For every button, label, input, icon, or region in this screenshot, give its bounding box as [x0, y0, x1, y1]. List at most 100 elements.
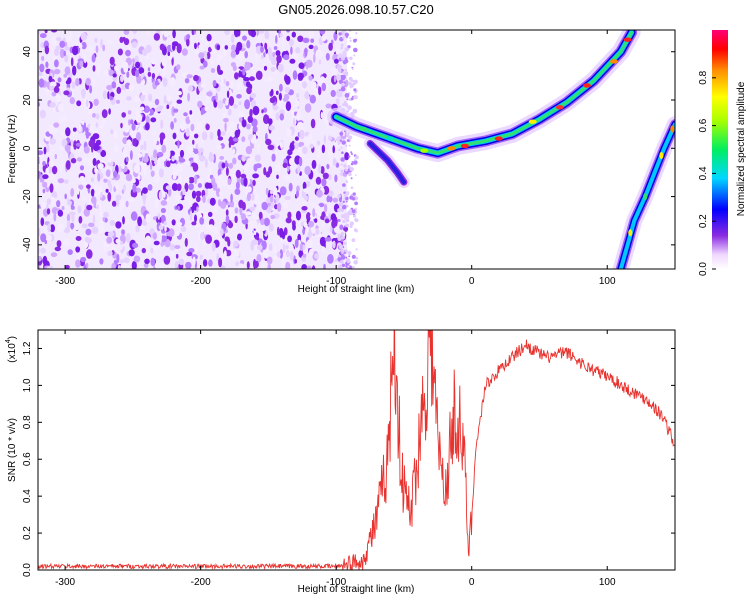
noise-speck	[90, 188, 95, 197]
noise-speck	[80, 88, 86, 97]
noise-speck	[38, 95, 41, 103]
noise-speck	[175, 221, 183, 227]
noise-speck	[217, 136, 224, 141]
noise-speck	[330, 89, 336, 98]
noise-speck	[85, 228, 92, 236]
noise-edge-speck	[344, 249, 348, 253]
noise-speck	[327, 254, 334, 264]
noise-speck	[236, 41, 243, 52]
noise-speck	[310, 81, 317, 91]
noise-speck	[67, 249, 73, 256]
noise-speck	[56, 223, 63, 232]
noise-speck	[53, 86, 60, 93]
noise-speck	[127, 119, 131, 126]
noise-edge-speck	[340, 163, 343, 166]
noise-speck	[318, 86, 322, 96]
noise-speck	[277, 63, 284, 73]
noise-speck	[281, 231, 286, 240]
noise-speck	[306, 180, 311, 188]
noise-speck	[275, 35, 278, 44]
noise-speck	[332, 145, 336, 154]
noise-speck	[48, 46, 53, 51]
noise-speck	[328, 42, 333, 51]
noise-speck	[56, 200, 61, 208]
noise-speck	[95, 122, 99, 128]
noise-edge-speck	[354, 201, 358, 206]
noise-speck	[185, 116, 191, 125]
noise-speck	[238, 117, 243, 123]
y-tick-label: 0.0	[22, 563, 33, 577]
noise-speck	[200, 83, 207, 88]
noise-edge-speck	[353, 47, 358, 53]
noise-speck	[282, 243, 286, 254]
noise-speck	[320, 218, 326, 228]
noise-speck	[308, 44, 314, 50]
x-tick-label: -200	[191, 276, 211, 287]
noise-speck	[294, 136, 299, 141]
noise-speck	[131, 178, 136, 184]
noise-speck	[236, 94, 242, 99]
noise-speck	[198, 44, 204, 50]
noise-edge-speck	[349, 167, 354, 172]
noise-speck	[306, 239, 313, 249]
noise-edge-speck	[351, 254, 356, 259]
noise-speck	[252, 179, 256, 186]
noise-speck	[245, 81, 251, 88]
noise-speck	[249, 206, 256, 212]
noise-speck	[131, 190, 138, 198]
noise-speck	[246, 123, 251, 130]
noise-speck	[132, 242, 139, 249]
noise-speck	[64, 193, 67, 200]
noise-speck	[135, 61, 141, 69]
noise-speck	[171, 183, 178, 191]
noise-speck	[135, 69, 140, 78]
noise-speck	[264, 42, 268, 50]
noise-speck	[161, 144, 167, 153]
noise-speck	[174, 245, 181, 249]
noise-speck	[317, 154, 321, 159]
noise-speck	[328, 190, 334, 197]
noise-speck	[125, 200, 129, 208]
noise-speck	[40, 247, 46, 254]
noise-speck	[221, 43, 225, 49]
noise-speck	[264, 30, 270, 40]
noise-speck	[227, 184, 234, 189]
noise-speck	[231, 254, 235, 261]
noise-speck	[235, 181, 240, 190]
noise-speck	[200, 232, 205, 241]
noise-edge-speck	[341, 249, 345, 253]
noise-speck	[76, 187, 80, 196]
noise-edge-speck	[341, 82, 345, 87]
noise-speck	[228, 137, 234, 143]
noise-speck	[95, 113, 100, 120]
noise-speck	[204, 211, 208, 219]
noise-speck	[304, 103, 312, 113]
noise-speck	[150, 170, 155, 177]
noise-speck	[245, 61, 251, 71]
noise-speck	[198, 52, 205, 59]
noise-speck	[255, 195, 260, 203]
spectral-peak	[610, 59, 618, 64]
noise-speck	[263, 52, 266, 58]
noise-speck	[306, 265, 312, 269]
noise-speck	[273, 187, 278, 196]
noise-speck	[323, 263, 326, 269]
noise-speck	[49, 183, 54, 193]
noise-speck	[232, 148, 236, 155]
noise-speck	[223, 47, 227, 56]
noise-speck	[294, 259, 298, 264]
noise-speck	[288, 157, 294, 166]
noise-speck	[137, 153, 143, 158]
noise-speck	[92, 214, 96, 224]
noise-speck	[88, 222, 95, 228]
noise-speck	[257, 244, 263, 251]
noise-edge-speck	[343, 191, 346, 194]
noise-speck	[70, 223, 74, 230]
noise-speck	[293, 142, 299, 150]
noise-edge-speck	[341, 140, 346, 145]
noise-speck	[59, 40, 66, 48]
noise-speck	[107, 250, 113, 256]
noise-edge-speck	[345, 144, 348, 147]
noise-speck	[235, 251, 240, 257]
